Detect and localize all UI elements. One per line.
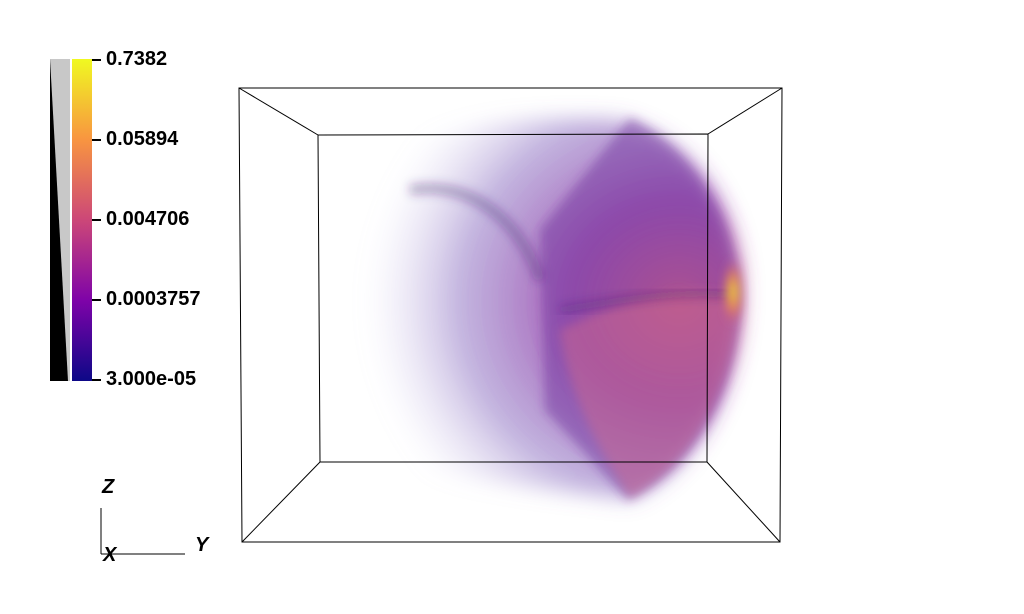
z-axis-label: Z xyxy=(102,476,115,498)
colorbar-label: 0.05894 xyxy=(106,128,179,150)
bounding-box-outline xyxy=(238,87,783,543)
color-gradient-bar xyxy=(72,59,92,381)
colorbar-label: 0.004706 xyxy=(106,208,190,230)
y-axis-label: Y xyxy=(195,534,209,556)
colorbar-tick xyxy=(92,299,101,301)
opacity-ramp-shape xyxy=(50,59,70,381)
colorbar-label-max: 0.7382 xyxy=(106,48,168,70)
colorbar-tick xyxy=(92,59,101,61)
x-axis-label: X xyxy=(103,544,117,566)
colorbar-tick xyxy=(92,219,101,221)
bounding-box-edge xyxy=(241,461,321,543)
volume-plume xyxy=(322,118,743,500)
orientation-axes-lines xyxy=(100,508,185,555)
orientation-axes: Z X Y xyxy=(95,472,225,572)
colorbar-label-min: 3.000e-05 xyxy=(106,368,197,390)
colorbar-label: 0.0003757 xyxy=(106,288,201,310)
bounding-box-edge xyxy=(707,87,783,135)
colorbar-legend: 0.7382 0.05894 0.004706 0.0003757 3.000e… xyxy=(50,49,201,389)
bounding-box-edge xyxy=(706,461,781,543)
colorbar-tick xyxy=(92,379,101,381)
bounding-box-edge xyxy=(238,87,319,136)
opacity-transfer-bar xyxy=(50,59,70,381)
colorbar-tick xyxy=(92,139,101,141)
